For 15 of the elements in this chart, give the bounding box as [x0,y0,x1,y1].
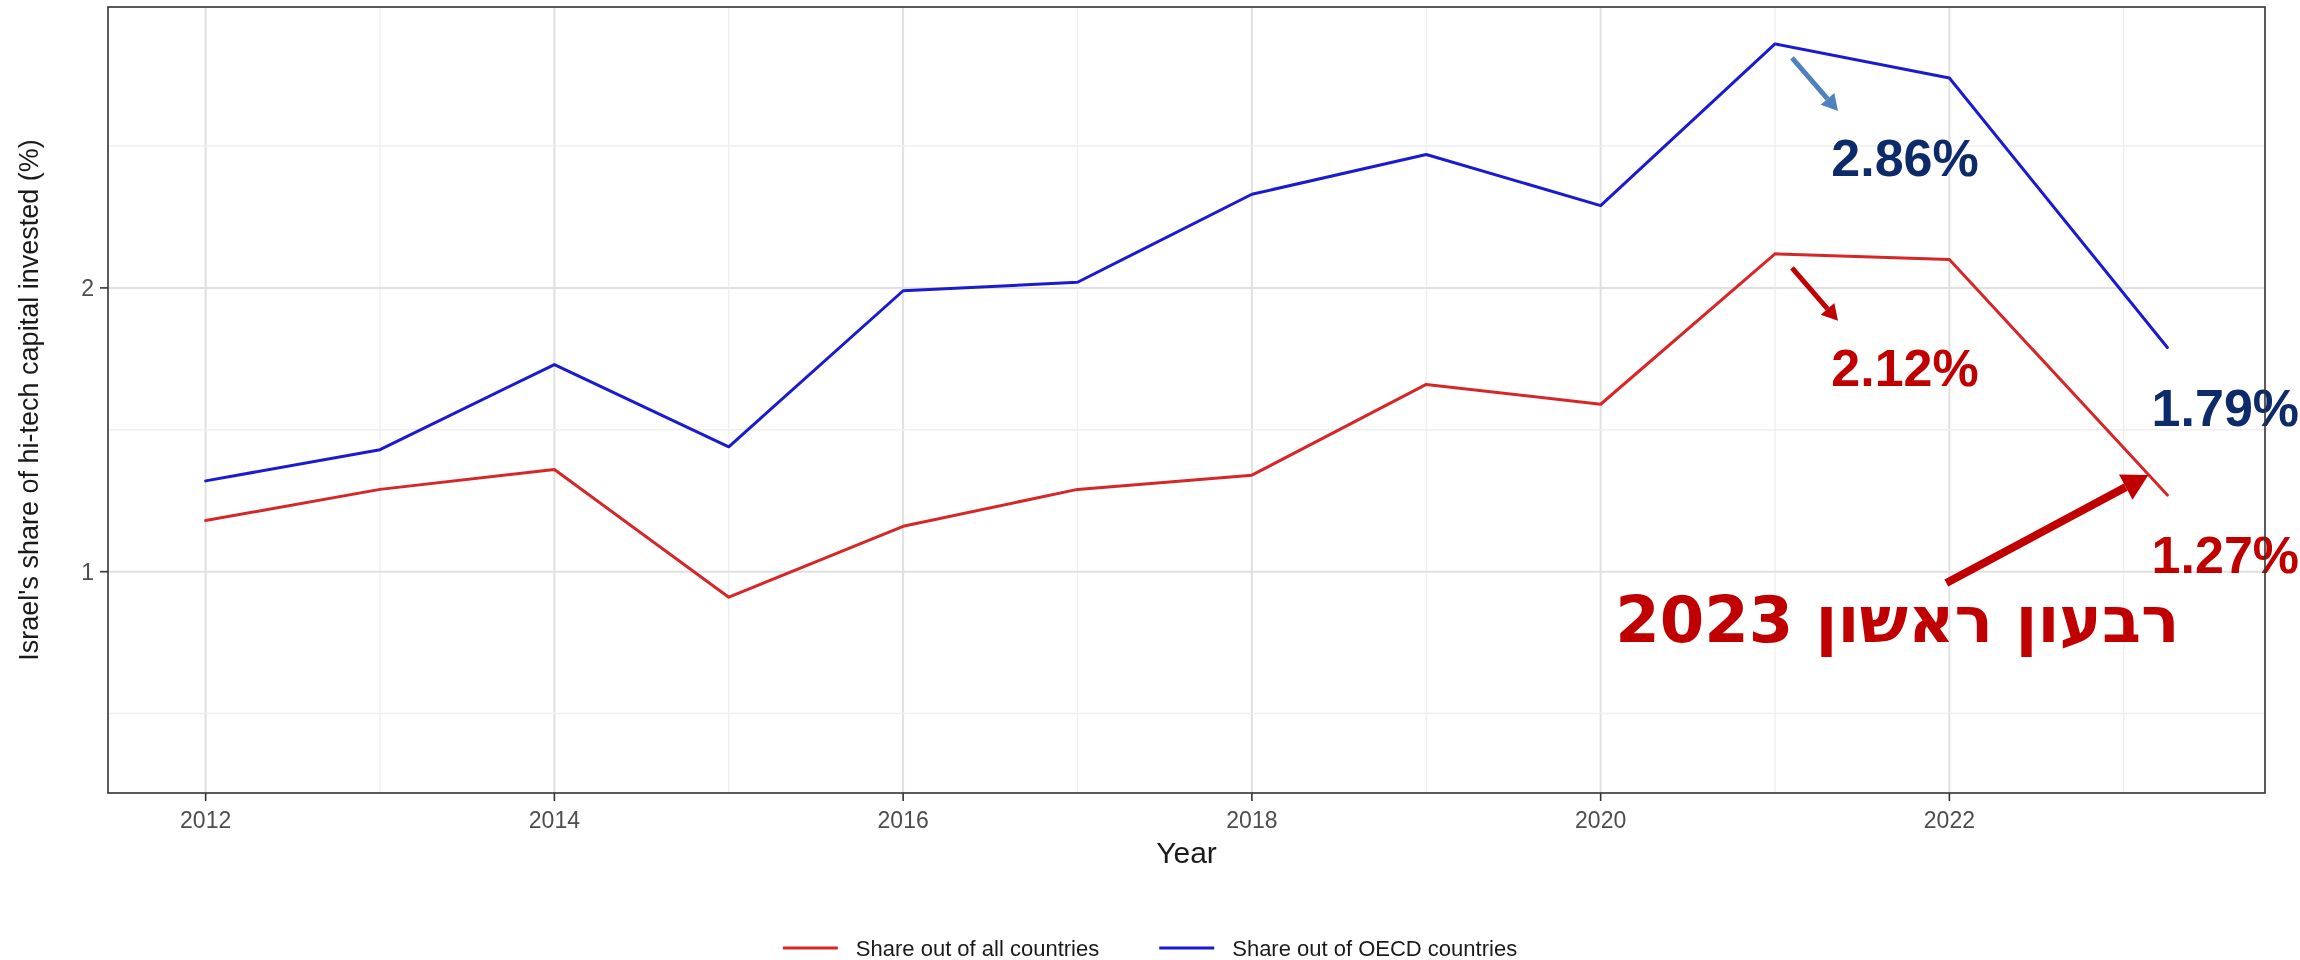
label: 2.86% [1831,128,1979,187]
annotation: רבעון ראשון 2023 [1615,583,2180,658]
x-tick-label: 2016 [877,807,929,833]
x-tick-label: 2012 [180,807,232,833]
y-tick-label: 2 [81,274,94,301]
label: 2.12% [1831,338,1979,397]
legend-label: Share out of OECD countries [1232,936,1518,960]
x-tick-label: 2014 [528,807,581,833]
y-axis-title: Israel's share of hi-tech capital invested (%) [14,139,44,661]
legend-label: Share out of all countries [855,936,1100,960]
x-tick-label: 2018 [1226,807,1278,833]
x-axis-title: Year [1156,836,1217,869]
x-tick-label: 2020 [1575,807,1627,833]
y-tick-label: 1 [81,558,94,585]
x-tick-label: 2022 [1923,807,1975,833]
